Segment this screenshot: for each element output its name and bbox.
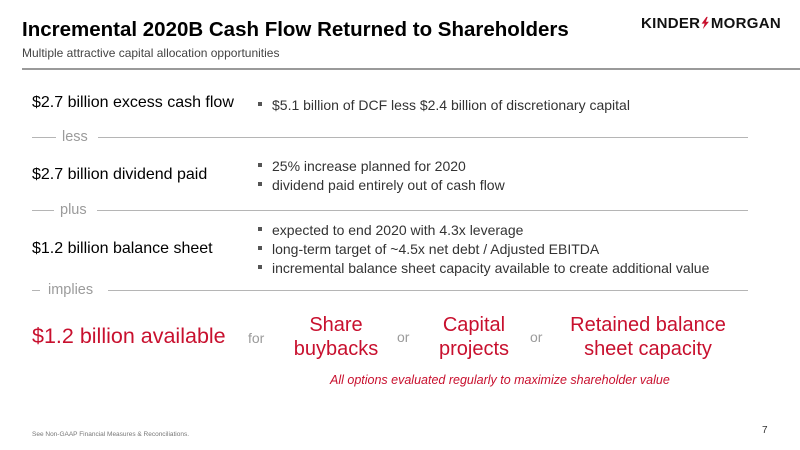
lightning-bolt-icon	[701, 16, 710, 30]
separator-line-left	[32, 137, 56, 138]
page-title: Incremental 2020B Cash Flow Returned to …	[22, 18, 569, 41]
list-item: $5.1 billion of DCF less $2.4 billion of…	[258, 96, 630, 115]
list-item: dividend paid entirely out of cash flow	[258, 176, 505, 195]
separator-line-right	[97, 210, 748, 211]
bullet-icon	[258, 102, 262, 107]
row-bullets-excess-cash-flow: $5.1 billion of DCF less $2.4 billion of…	[258, 96, 630, 115]
option-share-buybacks: Share buybacks	[293, 314, 379, 360]
separator-line-right	[98, 137, 748, 138]
company-logo: KINDER MORGAN	[641, 13, 781, 33]
page-number: 7	[762, 425, 768, 436]
list-item: long-term target of ~4.5x net debt / Adj…	[258, 240, 709, 259]
row-bullets-dividend-paid: 25% increase planned for 2020 dividend p…	[258, 157, 505, 195]
options-note: All options evaluated regularly to maxim…	[330, 373, 670, 387]
bullet-icon	[258, 163, 262, 168]
separator-line-right	[108, 290, 748, 291]
footnote: See Non-GAAP Financial Measures & Reconc…	[32, 431, 190, 438]
bullet-icon	[258, 182, 262, 187]
separator-line-left	[32, 210, 54, 211]
list-item: 25% increase planned for 2020	[258, 157, 505, 176]
logo-text-right: MORGAN	[710, 14, 781, 32]
bullet-icon	[258, 246, 262, 251]
list-item: incremental balance sheet capacity avail…	[258, 259, 709, 278]
row-bullets-balance-sheet: expected to end 2020 with 4.3x leverage …	[258, 221, 709, 278]
page-subtitle: Multiple attractive capital allocation o…	[22, 46, 280, 60]
separator-label-less: less	[62, 129, 88, 145]
separator-line-left	[32, 290, 40, 291]
header-divider	[22, 68, 800, 70]
separator-label-plus: plus	[60, 202, 87, 218]
connector-or: or	[397, 329, 410, 345]
separator-label-implies: implies	[48, 282, 94, 298]
row-label-excess-cash-flow: $2.7 billion excess cash flow	[32, 94, 234, 111]
row-label-dividend-paid: $2.7 billion dividend paid	[32, 166, 208, 183]
logo-text-left: KINDER	[641, 14, 701, 32]
row-label-balance-sheet: $1.2 billion balance sheet	[32, 240, 213, 257]
list-item: expected to end 2020 with 4.3x leverage	[258, 221, 709, 240]
connector-for: for	[248, 330, 265, 346]
available-amount: $1.2 billion available	[32, 324, 226, 348]
connector-or: or	[530, 329, 543, 345]
bullet-icon	[258, 227, 262, 232]
option-retained-balance-sheet-capacity: Retained balance sheet capacity	[570, 314, 726, 360]
bullet-icon	[258, 265, 262, 270]
option-capital-projects: Capital projects	[438, 314, 510, 360]
